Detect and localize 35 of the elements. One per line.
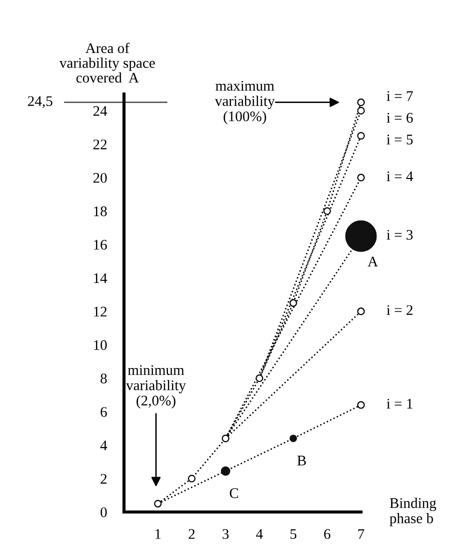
x-tick-label: 6 bbox=[324, 529, 330, 539]
y-tick-label: 10 bbox=[94, 340, 107, 350]
ref-line-label: 24,5 bbox=[28, 96, 52, 108]
y-tick-label: 16 bbox=[94, 240, 107, 250]
x-tick-label: 5 bbox=[290, 529, 296, 539]
x-tick-label: 4 bbox=[256, 529, 263, 539]
y-tick-label: 18 bbox=[94, 206, 107, 216]
series-label: i = 5 bbox=[386, 134, 413, 144]
series-label: i = 7 bbox=[386, 91, 413, 101]
y-axis-title: Area of variability space covered A bbox=[59, 42, 155, 83]
x-axis-title: Binding phase b bbox=[390, 498, 436, 526]
y-tick-label: 0 bbox=[100, 507, 107, 518]
series-label: i = 6 bbox=[386, 112, 413, 123]
x-tick-label: 2 bbox=[188, 529, 195, 539]
y-tick-label: 12 bbox=[94, 306, 107, 316]
series-label: i = 1 bbox=[386, 398, 412, 408]
series-label: i = 4 bbox=[386, 171, 414, 182]
annotation: A bbox=[368, 256, 378, 266]
y-tick-label: 4 bbox=[100, 440, 108, 450]
y-tick-label: 20 bbox=[93, 172, 107, 183]
annotation: maximum variability (100%) bbox=[214, 80, 275, 124]
y-tick-label: 8 bbox=[100, 374, 107, 384]
y-tick-label: 24 bbox=[93, 106, 108, 116]
x-tick-label: 7 bbox=[358, 529, 364, 539]
x-tick-label: 3 bbox=[222, 529, 229, 539]
series-label: i = 3 bbox=[386, 230, 413, 240]
annotation: minimum variability (2,0%) bbox=[126, 365, 186, 408]
series-label: i = 2 bbox=[386, 305, 412, 315]
y-tick-label: 2 bbox=[100, 474, 107, 484]
annotation: C bbox=[230, 488, 238, 498]
y-tick-label: 6 bbox=[100, 407, 107, 417]
x-tick-label: 1 bbox=[155, 529, 161, 539]
y-tick-label: 14 bbox=[94, 273, 108, 283]
annotation: B bbox=[297, 456, 306, 466]
y-tick-label: 22 bbox=[93, 140, 107, 150]
